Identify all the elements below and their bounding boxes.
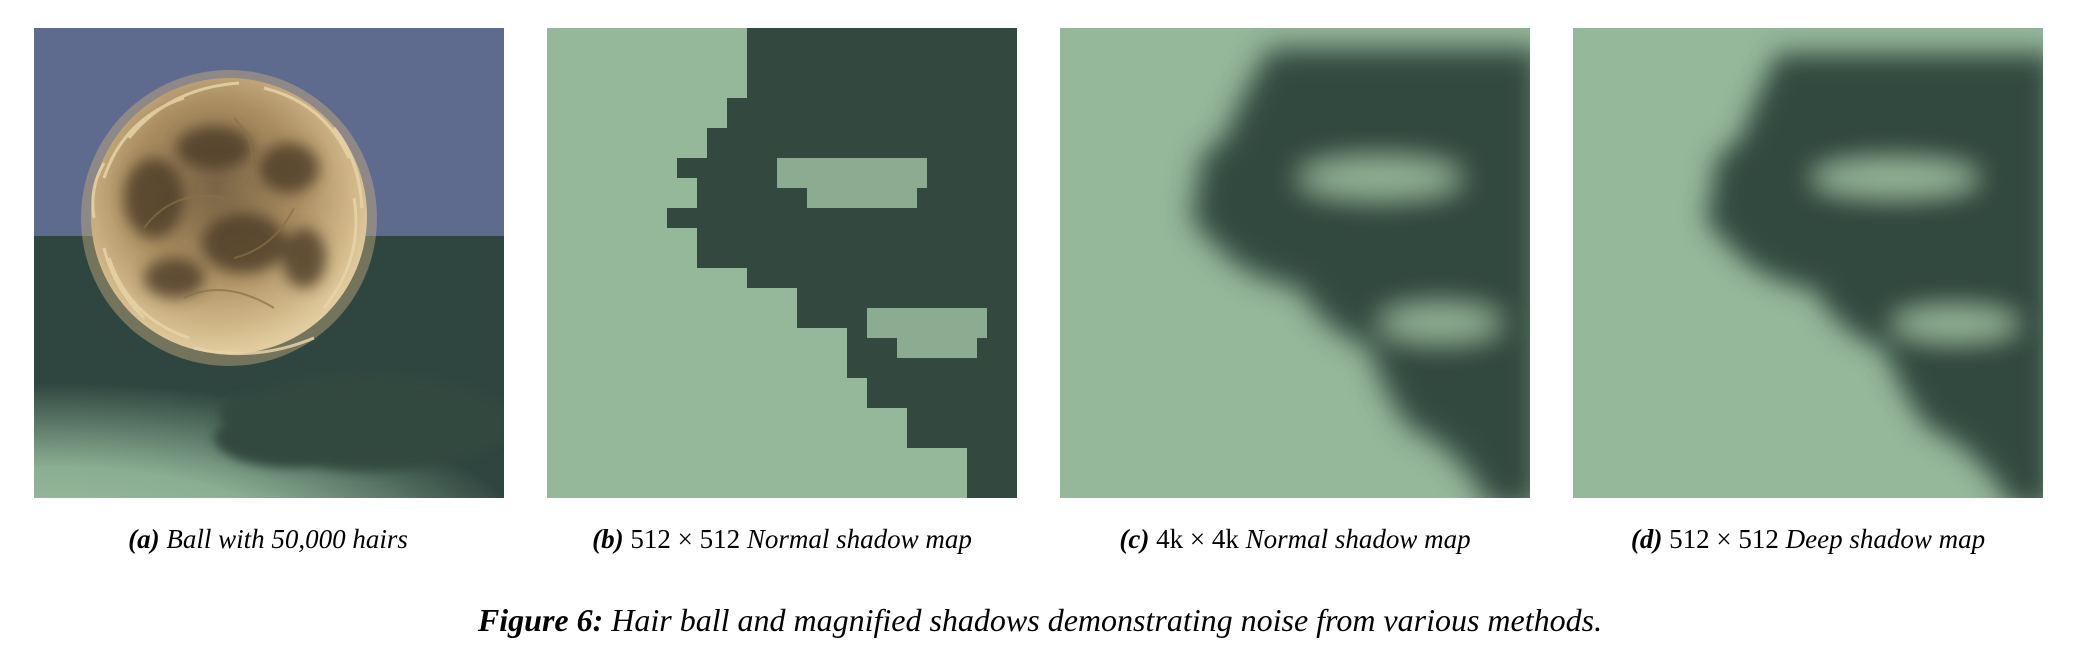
shadow-normal-4k-image (1060, 28, 1530, 498)
subcaption-text: Ball with 50,000 hairs (166, 524, 408, 554)
subcaption-label: (c) (1119, 524, 1150, 554)
shadow-deep-512-image (1573, 28, 2043, 498)
subcaption-resolution: 512 × 512 (1669, 524, 1779, 554)
subcaption-resolution: 512 × 512 (630, 524, 741, 554)
subcaption-a: (a) Ball with 50,000 hairs (0, 524, 568, 555)
subcaption-resolution: 4k × 4k (1156, 524, 1239, 554)
deep-shadow (1707, 53, 2043, 498)
subcaption-label: (d) (1630, 524, 1663, 554)
subcaption-label: (b) (592, 524, 624, 554)
subcaption-c: (c) 4k × 4k Normal shadow map (995, 524, 1595, 555)
subcaption-d: (d) 512 × 512 Deep shadow map (1508, 524, 2080, 555)
hair-ball (81, 70, 377, 366)
smooth-shadow (1192, 48, 1530, 498)
subcaption-text: Normal shadow map (1245, 524, 1471, 554)
figure-label: Figure 6: (477, 602, 604, 638)
shadow-normal-512-image (547, 28, 1017, 498)
subcaption-text: Normal shadow map (746, 524, 972, 554)
figure-caption-text: Hair ball and magnified shadows demonstr… (611, 602, 1603, 638)
blocky-shadow (667, 28, 1017, 498)
hairball-render-image (34, 28, 504, 498)
figure-caption: Figure 6: Hair ball and magnified shadow… (0, 602, 2080, 639)
subcaption-b: (b) 512 × 512 Normal shadow map (482, 524, 1082, 555)
ground-shadow (214, 375, 504, 471)
subcaption-label: (a) (128, 524, 160, 554)
subcaption-text: Deep shadow map (1785, 524, 1986, 554)
